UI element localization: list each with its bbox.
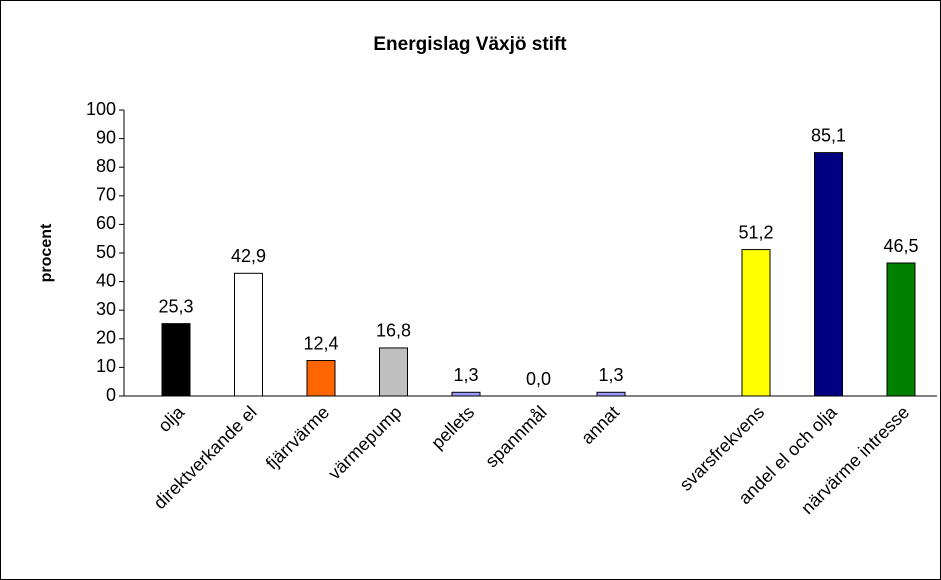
value-label: 51,2 [738,222,773,242]
y-axis-label: procent [38,223,55,282]
y-tick-label: 40 [96,270,116,290]
bar [596,391,626,397]
bar [234,272,263,397]
y-tick-label: 20 [96,328,116,348]
bar [379,347,408,397]
y-tick-label: 70 [96,185,116,205]
value-label: 46,5 [883,236,918,256]
y-tick-label: 0 [106,385,116,405]
y-tick-label: 90 [96,127,116,147]
bar [161,323,191,397]
value-label: 1,3 [598,365,623,385]
value-label: 42,9 [231,246,266,266]
value-label: 1,3 [453,365,478,385]
bar [886,262,916,397]
y-tick-label: 100 [86,99,116,119]
value-label: 16,8 [376,321,411,341]
value-label: 12,4 [303,333,338,353]
value-label: 25,3 [158,296,193,316]
bar [306,360,336,397]
chart-title: Energislag Växjö stift [373,34,567,55]
bar [814,152,843,397]
y-tick-label: 30 [96,299,116,319]
y-tick-label: 50 [96,242,116,262]
y-tick-label: 10 [96,356,116,376]
y-tick-label: 60 [96,213,116,233]
value-label: 0,0 [526,369,551,389]
bar [451,391,481,397]
value-label: 85,1 [811,125,846,145]
y-tick-label: 80 [96,156,116,176]
bar [741,249,771,397]
